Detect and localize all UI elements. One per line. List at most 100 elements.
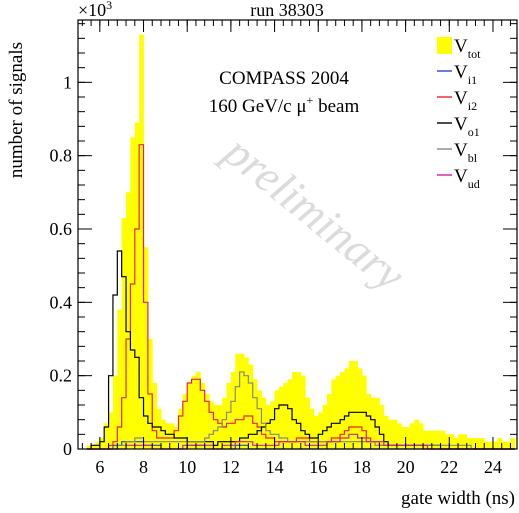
bar-tot <box>335 375 341 449</box>
x-tick-label: 18 <box>353 457 371 477</box>
bar-tot <box>165 423 171 449</box>
bar-tot <box>252 379 258 449</box>
bar-tot <box>305 397 310 449</box>
x-tick-label: 8 <box>139 457 148 477</box>
x-tick-label: 16 <box>309 457 327 477</box>
bar-tot <box>357 368 363 449</box>
bar-tot <box>126 192 131 450</box>
x-tick-label: 24 <box>484 457 502 477</box>
bar-tot <box>501 441 507 449</box>
bar-tot <box>296 372 302 449</box>
bar-tot <box>274 390 280 449</box>
bar-tot <box>484 441 490 449</box>
y-axis-label: number of signals <box>6 42 27 178</box>
bar-tot <box>187 383 192 449</box>
bar-tot <box>379 405 385 449</box>
bar-tot <box>160 419 166 449</box>
legend-label-ud: Vud <box>454 166 480 191</box>
bar-tot <box>265 405 271 449</box>
preliminary-watermark: preliminary <box>213 123 415 301</box>
y-multiplier-label: ×103 <box>78 0 112 20</box>
bar-tot <box>331 379 337 449</box>
series-layer <box>86 34 516 450</box>
bar-tot <box>453 438 459 449</box>
bar-tot <box>340 372 345 449</box>
bar-tot <box>479 438 485 449</box>
bar-tot <box>91 445 96 449</box>
bar-tot <box>366 394 372 449</box>
bar-tot <box>108 412 114 449</box>
bar-tot <box>86 445 92 449</box>
legend-swatch-tot <box>437 37 452 54</box>
bar-tot <box>178 408 184 449</box>
bar-tot <box>104 423 109 449</box>
bar-tot <box>243 357 249 449</box>
y-tick-label: 1 <box>63 72 72 92</box>
bar-tot <box>309 408 315 449</box>
bar-tot <box>257 390 262 449</box>
bar-tot <box>436 430 441 449</box>
annotation-experiment: COMPASS 2004 <box>219 68 349 89</box>
bar-tot <box>230 372 236 449</box>
bar-tot <box>318 412 324 449</box>
bar-tot <box>270 401 275 449</box>
y-tick-label: 0.4 <box>50 292 73 312</box>
bar-tot <box>239 353 245 449</box>
bar-tot <box>392 419 398 449</box>
bar-tot <box>409 423 415 449</box>
bar-tot <box>300 375 306 449</box>
bar-tot <box>388 419 393 449</box>
bar-tot <box>313 416 319 449</box>
x-tick-label: 6 <box>95 457 104 477</box>
bar-tot <box>348 361 354 449</box>
bar-tot <box>344 368 350 449</box>
bar-tot <box>191 375 197 449</box>
bar-tot <box>248 364 254 449</box>
bar-tot <box>471 438 476 449</box>
bar-tot <box>226 383 232 449</box>
bar-tot <box>475 438 481 449</box>
bar-tot <box>440 430 446 449</box>
legend-label-bl: Vbl <box>454 140 478 165</box>
x-tick-label: 12 <box>222 457 240 477</box>
legend-label-o1: Vo1 <box>454 114 480 139</box>
bar-tot <box>414 419 420 449</box>
y-tick-label: 0.2 <box>50 366 73 386</box>
legend-label-tot: Vtot <box>454 36 481 61</box>
series-bl-line <box>86 371 515 450</box>
plot-frame <box>77 19 518 450</box>
legend-label-i2: Vi2 <box>454 88 477 113</box>
y-tick-label: 0.6 <box>50 219 73 239</box>
bar-tot <box>444 434 450 449</box>
x-axis-label: gate width (ns) <box>401 488 515 509</box>
chart-title: run 38303 <box>250 0 324 20</box>
bar-tot <box>375 397 380 449</box>
bar-tot <box>287 379 293 449</box>
x-tick-label: 20 <box>397 457 415 477</box>
bar-tot <box>182 394 188 449</box>
bar-tot <box>322 405 328 449</box>
bar-tot <box>121 218 127 449</box>
bar-tot <box>466 438 472 449</box>
bar-tot <box>152 383 158 449</box>
annotation-beam: 160 GeV/c μ+ beam <box>209 93 360 117</box>
bar-tot <box>235 353 241 449</box>
x-tick-label: 14 <box>266 457 284 477</box>
bar-tot <box>99 438 105 449</box>
bar-tot <box>130 137 136 450</box>
bar-tot <box>506 441 511 449</box>
bar-tot <box>139 34 144 450</box>
bar-tot <box>292 372 297 449</box>
bar-tot <box>423 430 428 449</box>
bar-tot <box>283 383 289 449</box>
bar-tot <box>370 397 376 449</box>
bar-tot <box>200 383 206 449</box>
bar-tot <box>112 375 118 449</box>
bar-tot <box>278 386 284 449</box>
bar-tot <box>458 434 463 449</box>
bar-tot <box>143 247 149 449</box>
bar-tot <box>492 441 498 449</box>
